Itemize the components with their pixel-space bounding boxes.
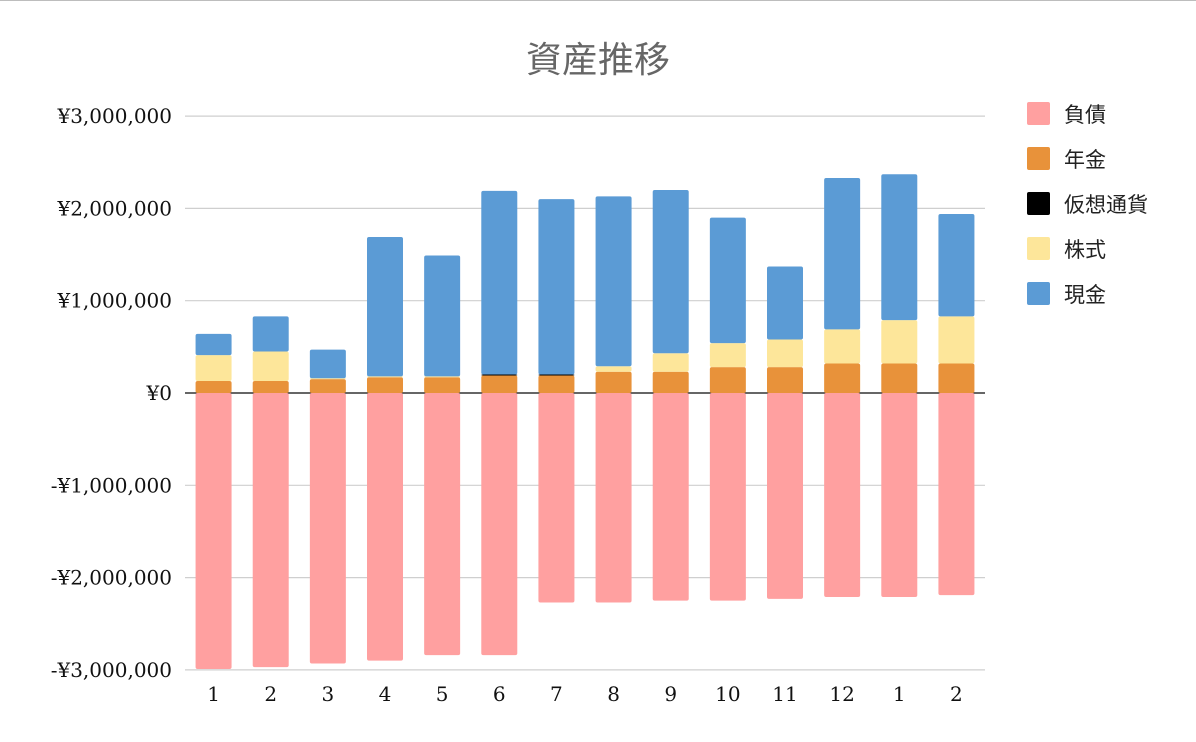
x-tick-label: 5 <box>436 682 449 706</box>
bar-segment <box>481 374 518 376</box>
legend-swatch <box>1027 282 1050 305</box>
bar-segment <box>481 393 518 656</box>
bar-segment <box>652 189 689 354</box>
bar-segment <box>367 376 403 378</box>
bar-segment <box>538 199 575 375</box>
bar-segment <box>881 320 918 364</box>
bar-segment <box>709 343 746 368</box>
x-tick-label: 8 <box>607 682 620 706</box>
bar-segment <box>881 393 918 597</box>
bar-segment <box>709 217 746 344</box>
bar-segment <box>424 255 461 377</box>
bar-segment <box>367 377 403 393</box>
bar-segment <box>652 393 689 601</box>
legend-label: 負債 <box>1064 103 1106 127</box>
y-tick-label: ¥0 <box>146 381 172 405</box>
bar-segment <box>195 381 232 393</box>
bar-segment <box>652 353 689 372</box>
bar-segment <box>367 393 403 661</box>
bar-segment <box>538 393 575 603</box>
bar-segment <box>252 316 289 352</box>
bar-segment <box>195 393 232 669</box>
chart-title: 資産推移 <box>525 40 670 81</box>
bar-segment <box>424 376 461 378</box>
x-tick-label: 12 <box>829 682 854 706</box>
bar-segment <box>881 174 918 321</box>
bar-segment <box>481 375 518 393</box>
bar-segment <box>424 377 461 393</box>
bar-segment <box>767 339 803 368</box>
bar-segment <box>309 378 346 380</box>
bar-segment <box>767 266 803 340</box>
bar-segment <box>252 393 289 668</box>
bar-segment <box>938 363 975 393</box>
legend-swatch <box>1027 147 1050 170</box>
bar-segment <box>309 379 346 393</box>
bar-segment <box>538 375 575 393</box>
x-tick-label: 1 <box>207 682 220 706</box>
bar-segment <box>252 351 289 382</box>
bar-segment <box>824 363 861 393</box>
legend-swatch <box>1027 237 1050 260</box>
legend-label: 仮想通貨 <box>1064 193 1148 217</box>
bar-segment <box>824 177 861 330</box>
bar-segment <box>881 363 918 393</box>
bar-segment <box>938 393 975 596</box>
bar-segment <box>309 393 346 664</box>
bar-segment <box>652 371 689 393</box>
y-tick-label: ¥1,000,000 <box>56 289 172 313</box>
bar-segment <box>595 371 632 393</box>
bar-segment <box>709 393 746 601</box>
bar-segment <box>195 333 232 356</box>
y-tick-label: ¥3,000,000 <box>56 104 172 128</box>
bar-segment <box>367 237 403 377</box>
bar-segment <box>709 367 746 393</box>
x-tick-label: 2 <box>950 682 963 706</box>
y-tick-label: ¥2,000,000 <box>56 196 172 220</box>
legend-label: 現金 <box>1064 283 1106 307</box>
x-tick-label: 3 <box>321 682 334 706</box>
bar-segment <box>424 393 461 656</box>
bar-segment <box>309 349 346 379</box>
legend-label: 年金 <box>1064 148 1106 172</box>
bar-segment <box>195 355 232 382</box>
bar-segment <box>538 374 575 376</box>
bar-segment <box>595 393 632 603</box>
bar-segment <box>824 393 861 597</box>
x-tick-label: 1 <box>893 682 906 706</box>
legend-swatch <box>1027 192 1050 215</box>
legend-label: 株式 <box>1064 238 1106 262</box>
bar-segment <box>767 393 803 599</box>
x-tick-label: 4 <box>379 682 392 706</box>
x-tick-label: 6 <box>493 682 506 706</box>
bar-segment <box>595 366 632 372</box>
legend-swatch <box>1027 102 1050 125</box>
bar-segment <box>252 381 289 393</box>
x-tick-label: 7 <box>550 682 563 706</box>
bar-segment <box>481 190 518 375</box>
x-tick-label: 9 <box>664 682 677 706</box>
y-tick-label: -¥1,000,000 <box>51 473 172 497</box>
y-tick-label: -¥3,000,000 <box>51 658 172 682</box>
x-tick-label: 10 <box>715 682 740 706</box>
x-tick-label: 11 <box>772 682 797 706</box>
bar-segment <box>767 367 803 393</box>
x-tick-label: 2 <box>264 682 277 706</box>
y-tick-label: -¥2,000,000 <box>51 566 172 590</box>
bar-segment <box>824 329 861 364</box>
bar-segment <box>938 316 975 364</box>
bar-segment <box>595 196 632 367</box>
bar-segment <box>938 213 975 317</box>
